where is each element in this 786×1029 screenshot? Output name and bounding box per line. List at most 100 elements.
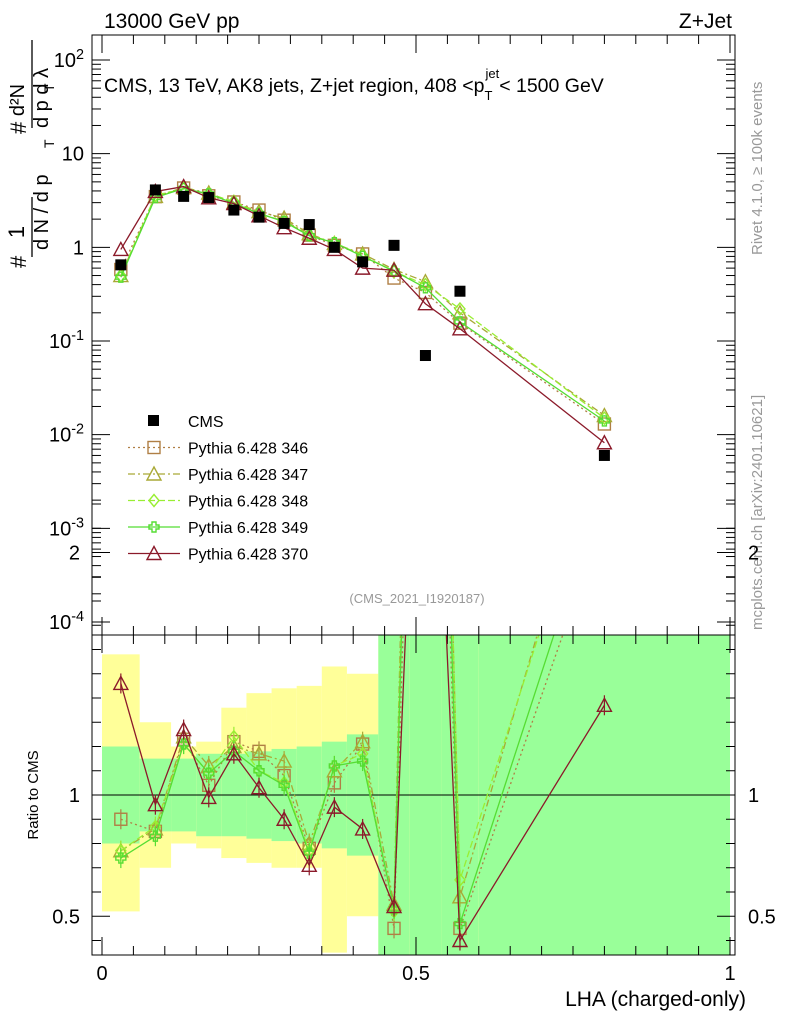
main-y-tick-label: 102	[54, 47, 84, 72]
main-y-tick-label: 10-3	[49, 515, 84, 540]
legend-marker	[145, 465, 163, 481]
main-y-tick-label: 1	[73, 237, 84, 259]
cms-data-point	[228, 204, 240, 216]
x-tick-label: 0.5	[402, 963, 430, 985]
ratio-y-axis-label: Ratio to CMS	[25, 750, 42, 839]
series-348-main-point	[454, 301, 466, 317]
cms-data-point	[328, 241, 340, 253]
cms-data-point	[203, 192, 215, 204]
legend: CMS Pythia 6.428 346 Pythia 6.428 347 Pythi…	[128, 414, 308, 564]
ratio-y-tick-label: 1	[69, 785, 80, 807]
series-346-ratio-point	[114, 812, 128, 826]
ratio-frame	[91, 634, 736, 956]
series-370-main-point	[385, 261, 403, 277]
series-349-ratio-point	[203, 767, 215, 779]
series-346-ratio-point	[387, 921, 401, 936]
ratio-y-tick-label-right: 2	[748, 543, 759, 565]
series-348-main-point	[598, 411, 611, 426]
ratio-inner-band	[409, 635, 442, 955]
cms-data-point	[178, 190, 190, 202]
analysis-label: (CMS_2021_I1920187)	[349, 591, 484, 606]
series-349-ratio-point	[356, 755, 369, 767]
cms-data-point	[598, 449, 610, 461]
svg-text:T: T	[41, 139, 57, 148]
series-346-ratio-point	[598, 510, 610, 522]
cms-data-point	[388, 239, 400, 251]
legend-label: Pythia 6.428 349	[188, 520, 308, 537]
x-tick-label: 1	[724, 963, 735, 985]
series-370-main-point	[354, 259, 371, 275]
series-347-ratio-point	[326, 762, 343, 778]
cms-data-point	[419, 350, 431, 362]
series-370-ratio-point	[112, 674, 130, 691]
x-tick-label: 0	[96, 963, 107, 985]
series-349-main-point	[454, 316, 466, 328]
series-346-main-line	[120, 187, 605, 425]
main-series-group	[112, 178, 613, 450]
ratio-y-tick-label-right: 1	[748, 785, 759, 807]
legend-cms-marker	[148, 415, 159, 426]
series-370-ratio-point	[385, 898, 403, 914]
legend-label: Pythia 6.428 370	[188, 547, 308, 564]
series-349-ratio-point	[599, 475, 609, 485]
cms-data-point	[278, 217, 290, 229]
series-347-ratio-point	[597, 400, 611, 413]
series-370-ratio-point	[225, 745, 243, 761]
series-346-ratio-line	[120, 635, 564, 929]
legend-cms-label: CMS	[188, 414, 224, 431]
series-370-ratio-line	[120, 635, 605, 943]
svg-text:d N / d p: d N / d p	[31, 174, 53, 250]
series-370-ratio-point	[200, 788, 217, 805]
mcplots-label: mcplots.cern.ch [arXiv:2401.10621]	[749, 395, 766, 630]
series-370-ratio-point	[175, 721, 192, 737]
header-left-label: 13000 GeV pp	[104, 10, 239, 33]
rivet-label: Rivet 4.1.0, ≥ 100k events	[749, 82, 766, 255]
series-349-main-point	[419, 282, 432, 294]
svg-text:d²N: d²N	[7, 84, 29, 116]
series-347-ratio-point	[275, 752, 293, 768]
ratio-y-tick-label-right: 0.5	[748, 906, 776, 928]
series-349-ratio-point	[177, 738, 190, 750]
series-349-ratio-point	[454, 917, 466, 930]
legend-marker	[145, 545, 163, 561]
series-349-ratio-point	[253, 765, 265, 777]
series-348-main-point	[419, 277, 432, 292]
svg-text:d p d λ: d p d λ	[31, 68, 53, 128]
cms-data-point	[115, 259, 127, 271]
ratio-y-tick-label: 0.5	[52, 906, 80, 928]
series-370-ratio-point	[451, 932, 469, 948]
series-370-ratio-point	[301, 856, 318, 873]
ratio-panel: 0 0.5 1 0.5 0.5 1 1 2 2 Ratio to CMS LHA (charge…	[25, 400, 776, 1011]
legend-label: Pythia 6.428 348	[188, 494, 308, 511]
main-panel: 10-4 10-3 10-2 10-1 1 10 102 CMS, 13 TeV, AK8 …	[4, 34, 736, 636]
series-349-ratio-point	[149, 830, 162, 842]
x-axis-label: LHA (charged-only)	[565, 988, 746, 1011]
series-370-main-point	[451, 320, 469, 336]
series-348-main-line	[120, 188, 605, 419]
series-370-ratio-point	[326, 798, 343, 814]
cms-data-point	[149, 184, 161, 196]
series-349-ratio-line	[120, 635, 555, 924]
ratio-y-tick-label: 2	[69, 543, 80, 565]
series-370-main-point	[112, 240, 130, 257]
svg-text:#: #	[6, 121, 31, 134]
series-370-main-point	[596, 434, 613, 450]
series-349-main-point	[115, 271, 127, 283]
legend-label: Pythia 6.428 347	[188, 467, 308, 484]
cms-data-point	[454, 285, 466, 297]
series-349-main-line	[120, 187, 605, 422]
main-y-axis-label: # 1 d N / d p T # d²N d p d λ T	[4, 40, 57, 268]
series-370-main-point	[301, 229, 318, 245]
series-347-ratio-point	[250, 745, 268, 761]
series-370-main-point	[417, 295, 434, 311]
header-right-label: Z+Jet	[679, 10, 732, 33]
cms-data-point	[303, 219, 315, 231]
ratio-series-group	[112, 400, 613, 951]
main-data-group	[115, 184, 610, 461]
chart-title: CMS, 13 TeV, AK8 jets, Z+jet region, 408…	[104, 66, 604, 103]
main-y-tick-label: 10-2	[49, 422, 84, 447]
series-349-ratio-point	[115, 852, 127, 864]
series-347-main-line	[120, 186, 605, 417]
series-370-ratio-point	[275, 810, 293, 826]
